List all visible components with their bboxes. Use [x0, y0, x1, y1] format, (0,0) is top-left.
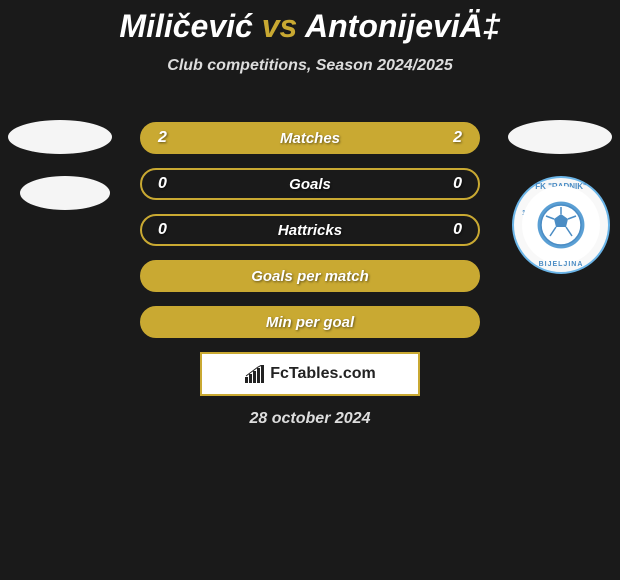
right-player-badges: FK "RADNIK" 1945 BIJELJINA — [508, 120, 612, 274]
stat-label: Goals — [142, 176, 478, 193]
club-logo-bottom-text: BIJELJINA — [514, 261, 608, 268]
club-logo-inner — [522, 186, 600, 264]
stats-container: 2Matches20Goals00Hattricks0Goals per mat… — [140, 122, 480, 352]
footer-logo: FcTables.com — [244, 365, 376, 383]
stat-row: 2Matches2 — [140, 122, 480, 154]
comparison-title: Miličević vs AntonijeviÄ‡ — [0, 0, 620, 45]
stat-label: Min per goal — [142, 314, 478, 331]
stat-label: Hattricks — [142, 222, 478, 239]
stat-label: Goals per match — [142, 268, 478, 285]
stat-row: 0Hattricks0 — [140, 214, 480, 246]
stat-value-right: 2 — [453, 129, 462, 147]
player1-name: Miličević — [119, 8, 252, 44]
soccer-ball-icon — [540, 204, 582, 246]
stat-value-right: 0 — [453, 175, 462, 193]
bars-icon — [244, 365, 266, 383]
stat-row: Min per goal — [140, 306, 480, 338]
left-player-badges — [8, 120, 112, 232]
right-badge-1 — [508, 120, 612, 154]
stat-row: Goals per match — [140, 260, 480, 292]
stat-value-right: 0 — [453, 221, 462, 239]
footer-brand-box: FcTables.com — [200, 352, 420, 396]
club-logo: FK "RADNIK" 1945 BIJELJINA — [512, 176, 610, 274]
left-badge-1 — [8, 120, 112, 154]
stat-label: Matches — [142, 130, 478, 147]
date-text: 28 october 2024 — [0, 410, 620, 428]
player2-name: AntonijeviÄ‡ — [305, 8, 501, 44]
left-badge-2 — [20, 176, 110, 210]
footer-brand-text: FcTables.com — [270, 365, 376, 383]
vs-separator: vs — [262, 8, 298, 44]
stat-row: 0Goals0 — [140, 168, 480, 200]
subtitle: Club competitions, Season 2024/2025 — [0, 57, 620, 75]
